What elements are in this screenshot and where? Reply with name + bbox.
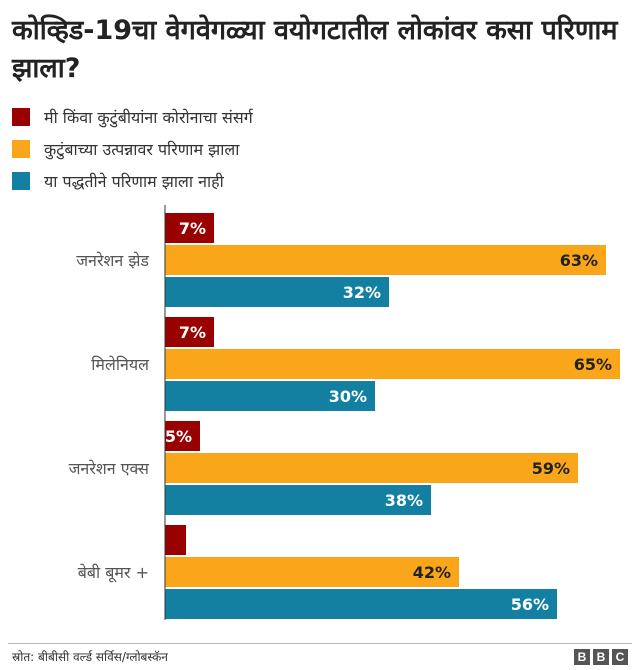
source-note: स्रोत: बीबीसी वर्ल्ड सर्विस/ग्लोबस्कॅन <box>12 650 168 664</box>
category-label-3: बेबी बूमर + <box>78 563 149 583</box>
bar-3-2 <box>165 589 557 619</box>
bar-3-0 <box>165 525 186 555</box>
legend-label-unaffected: या पद्धतीने परिणाम झाला नाही <box>44 172 224 191</box>
legend: मी किंवा कुटुंबीयांना कोरोनाचा संसर्ग कु… <box>12 104 253 200</box>
bar-2-1 <box>165 453 578 483</box>
data-label-3-2: 56% <box>511 595 549 614</box>
data-label-2-2: 38% <box>385 491 423 510</box>
data-label-1-0: 7% <box>179 323 206 342</box>
bar-2-0 <box>165 421 200 451</box>
category-label-0: जनरेशन झेड <box>76 251 149 270</box>
legend-item-income: कुटुंबाच्या उत्पन्नावर परिणाम झाला <box>12 136 253 162</box>
bar-1-2 <box>165 381 375 411</box>
footer-divider <box>8 643 632 644</box>
legend-label-infected: मी किंवा कुटुंबीयांना कोरोनाचा संसर्ग <box>44 108 253 127</box>
data-label-1-1: 65% <box>574 355 612 374</box>
data-label-3-1: 42% <box>413 563 451 582</box>
legend-item-infected: मी किंवा कुटुंबीयांना कोरोनाचा संसर्ग <box>12 104 253 130</box>
data-label-0-0: 7% <box>179 219 206 238</box>
bbc-logo: B B C <box>574 649 628 665</box>
logo-letter-1: B <box>574 649 590 665</box>
bar-0-2 <box>165 277 389 307</box>
logo-letter-3: C <box>612 649 628 665</box>
bar-3-1 <box>165 557 459 587</box>
data-label-2-0: 5% <box>165 427 192 446</box>
bar-2-2 <box>165 485 431 515</box>
category-label-1: मिलेनियल <box>91 355 150 374</box>
legend-label-income: कुटुंबाच्या उत्पन्नावर परिणाम झाला <box>44 140 240 159</box>
data-label-1-2: 30% <box>329 387 367 406</box>
bar-1-0 <box>165 317 214 347</box>
bar-1-1 <box>165 349 620 379</box>
bar-0-0 <box>165 213 214 243</box>
data-label-0-2: 32% <box>343 283 381 302</box>
category-label-2: जनरेशन एक्स <box>69 459 151 478</box>
data-label-0-1: 63% <box>560 251 598 270</box>
data-label-2-1: 59% <box>532 459 570 478</box>
legend-swatch-infected <box>12 108 30 126</box>
legend-swatch-unaffected <box>12 172 30 190</box>
bar-0-1 <box>165 245 606 275</box>
legend-swatch-income <box>12 140 30 158</box>
legend-item-unaffected: या पद्धतीने परिणाम झाला नाही <box>12 168 253 194</box>
chart-title: कोव्हिड-19चा वेगवेगळ्या वयोगटातील लोकांव… <box>12 15 618 84</box>
logo-letter-2: B <box>593 649 609 665</box>
